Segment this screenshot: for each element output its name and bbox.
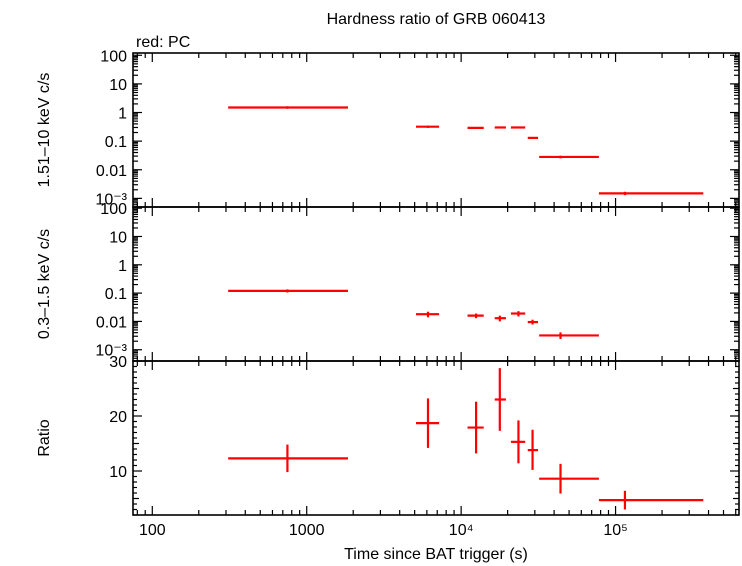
y-axis-label: 1.51–10 keV c/s — [36, 73, 53, 188]
y-tick-label: 0.01 — [96, 314, 127, 331]
data-point — [598, 490, 704, 510]
panel-frame — [132, 360, 740, 516]
data-point — [539, 332, 599, 339]
data-point — [415, 311, 440, 318]
y-tick-label: 30 — [109, 354, 127, 371]
y-tick-label: 0.1 — [105, 134, 127, 151]
data-point — [527, 319, 539, 325]
panel-frame — [132, 206, 740, 362]
data-point — [415, 125, 440, 128]
y-axis-label: Ratio — [36, 419, 53, 456]
y-tick-label: 100 — [100, 48, 127, 65]
y-ticks: 100 10 1 0.1 0.01 10⁻³ — [95, 48, 739, 208]
data-point — [467, 313, 484, 319]
x-tick-labels: 100 1000 10⁴ 10⁵ — [139, 522, 628, 539]
data-point — [510, 126, 526, 129]
x-ticks — [136, 53, 737, 207]
data-point — [415, 398, 440, 448]
data-point — [623, 360, 627, 361]
panel-bottom: 10 20 30 Ratio — [36, 354, 740, 516]
data-point — [494, 368, 506, 431]
y-tick-label: 0.01 — [96, 163, 127, 180]
x-tick-label: 100 — [139, 522, 166, 539]
y-tick-label: 100 — [100, 201, 127, 218]
x-axis-label: Time since BAT trigger (s) — [344, 546, 528, 563]
y-ticks: 100 10 1 0.1 0.01 10⁻³ — [95, 201, 739, 362]
y-tick-label: 10 — [109, 464, 127, 481]
data-point — [539, 463, 599, 494]
chart-title: Hardness ratio of GRB 060413 — [327, 11, 546, 28]
data-point — [494, 315, 506, 322]
y-tick-label: 10⁻³ — [95, 191, 127, 208]
y-tick-label: 1 — [118, 258, 127, 275]
y-tick-label: 0.1 — [105, 286, 127, 303]
data-points — [228, 289, 627, 361]
y-tick-label: 10⁻³ — [95, 343, 127, 360]
data-point — [510, 311, 526, 317]
x-ticks — [136, 207, 737, 361]
panel-top: 100 10 1 0.1 0.01 10⁻³ 1.51–10 keV c/s — [36, 48, 740, 208]
x-tick-label: 10⁵ — [603, 522, 627, 539]
panel-middle: 100 10 1 0.1 0.01 10⁻³ 0.3–1.5 keV c/s — [36, 201, 740, 362]
data-point — [467, 126, 484, 130]
data-point — [527, 429, 539, 470]
panel-frame — [132, 52, 740, 208]
data-point — [539, 155, 599, 159]
legend-note: red: PC — [136, 34, 190, 51]
data-points — [228, 368, 704, 510]
y-tick-label: 10 — [109, 77, 127, 94]
x-ticks — [136, 361, 737, 515]
y-axis-label: 0.3–1.5 keV c/s — [36, 229, 53, 339]
data-points — [228, 106, 704, 196]
data-point — [467, 401, 484, 454]
data-point — [228, 444, 348, 473]
y-ticks: 10 20 30 — [109, 354, 739, 516]
data-point — [598, 191, 704, 196]
data-point — [527, 136, 539, 139]
data-point — [510, 420, 526, 464]
data-point — [494, 126, 506, 129]
x-tick-label: 10⁴ — [449, 522, 474, 539]
data-point — [228, 106, 348, 109]
y-tick-label: 20 — [109, 409, 127, 426]
y-tick-label: 10 — [109, 229, 127, 246]
y-tick-label: 1 — [118, 106, 127, 123]
data-point — [228, 289, 348, 293]
x-tick-label: 1000 — [289, 522, 325, 539]
